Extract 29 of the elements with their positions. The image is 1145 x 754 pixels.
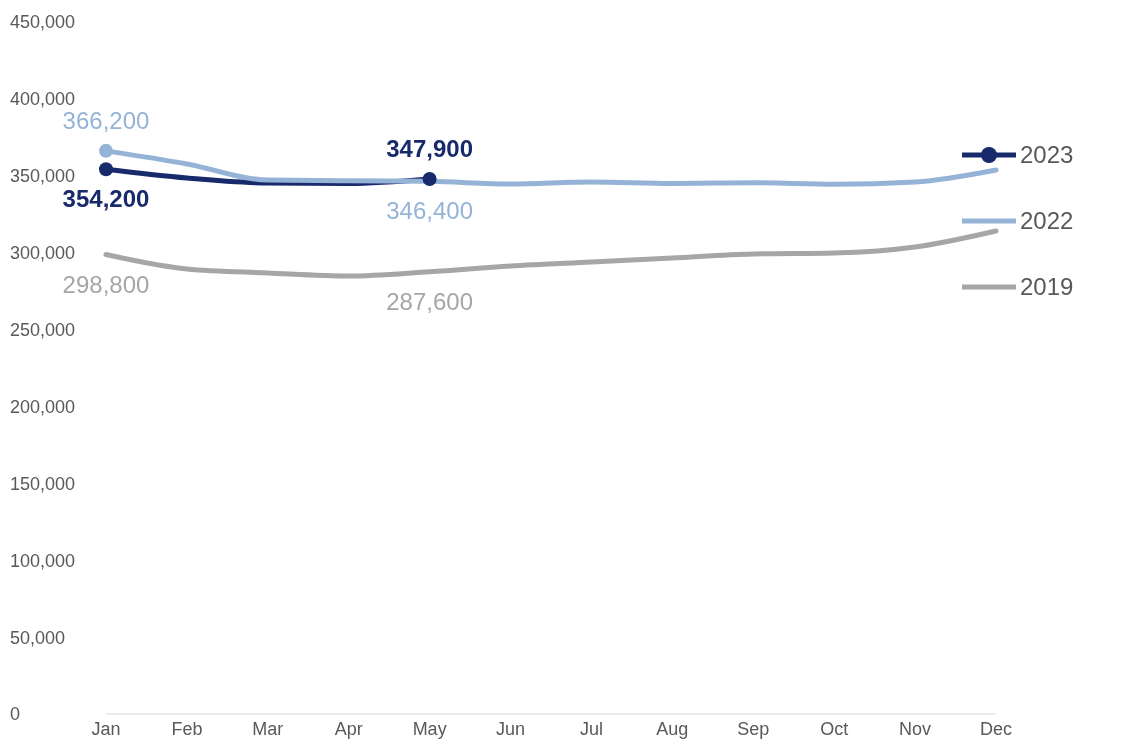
x-tick-label: Feb xyxy=(171,718,203,739)
data-label: 298,800 xyxy=(62,270,150,298)
y-tick-label: 250,000 xyxy=(10,319,76,340)
y-tick-label: 150,000 xyxy=(10,473,76,494)
y-tick-label: 300,000 xyxy=(10,243,76,264)
data-label: 346,400 xyxy=(386,197,474,225)
legend-label: 2019 xyxy=(1020,273,1074,301)
x-tick-label: May xyxy=(412,718,447,739)
y-tick-label: 450,000 xyxy=(10,12,76,33)
x-tick-label: Sep xyxy=(737,718,770,739)
data-label: 347,900 xyxy=(386,135,474,163)
legend-label: 2023 xyxy=(1020,141,1074,169)
x-tick-label: Aug xyxy=(656,718,689,739)
x-tick-label: Oct xyxy=(820,718,849,739)
data-label: 287,600 xyxy=(386,287,474,315)
x-tick-label: Jan xyxy=(91,718,121,739)
data-label: 354,200 xyxy=(62,185,150,213)
x-tick-label: Nov xyxy=(899,718,932,739)
y-tick-label: 350,000 xyxy=(10,166,76,187)
y-tick-label: 0 xyxy=(10,704,21,725)
x-tick-label: Jun xyxy=(496,718,526,739)
y-tick-label: 50,000 xyxy=(10,627,66,648)
x-tick-label: Jul xyxy=(579,718,603,739)
x-tick-label: Apr xyxy=(334,718,363,739)
x-tick-label: Dec xyxy=(979,718,1013,739)
y-tick-label: 200,000 xyxy=(10,396,76,417)
y-tick-label: 100,000 xyxy=(10,550,76,571)
legend-label: 2022 xyxy=(1020,207,1074,235)
x-tick-label: Mar xyxy=(252,718,284,739)
